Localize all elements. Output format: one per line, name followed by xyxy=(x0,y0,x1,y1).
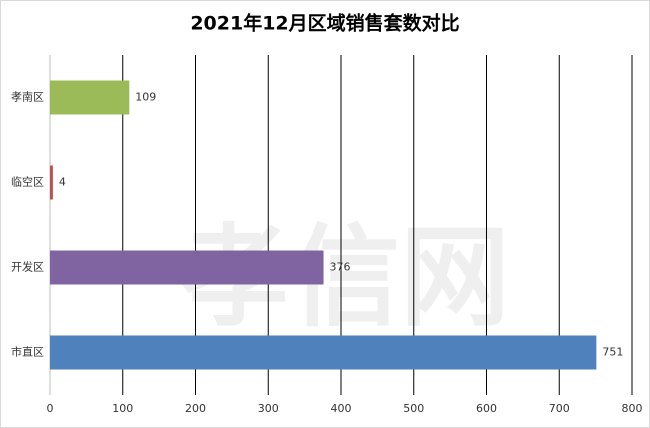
data-label: 376 xyxy=(330,261,351,274)
bar xyxy=(50,335,597,370)
x-tick-label: 300 xyxy=(258,402,279,415)
data-label: 4 xyxy=(59,176,66,189)
category-label: 临空区 xyxy=(11,175,44,189)
data-label: 109 xyxy=(135,91,156,104)
bar xyxy=(50,80,130,115)
x-tick-label: 500 xyxy=(403,402,424,415)
category-label: 开发区 xyxy=(11,260,44,274)
x-tick-label: 200 xyxy=(185,402,206,415)
x-tick-label: 0 xyxy=(47,402,54,415)
category-label: 孝南区 xyxy=(11,91,44,104)
data-label: 751 xyxy=(602,346,623,359)
x-tick-label: 100 xyxy=(112,402,133,415)
x-tick-label: 700 xyxy=(549,402,570,415)
x-tick-label: 400 xyxy=(331,402,352,415)
category-label: 市直区 xyxy=(11,345,44,359)
chart-title: 2021年12月区域销售套数对比 xyxy=(190,12,459,35)
x-tick-label: 800 xyxy=(622,402,643,415)
bar xyxy=(50,250,324,285)
bar xyxy=(50,165,53,200)
x-tick-label: 600 xyxy=(476,402,497,415)
